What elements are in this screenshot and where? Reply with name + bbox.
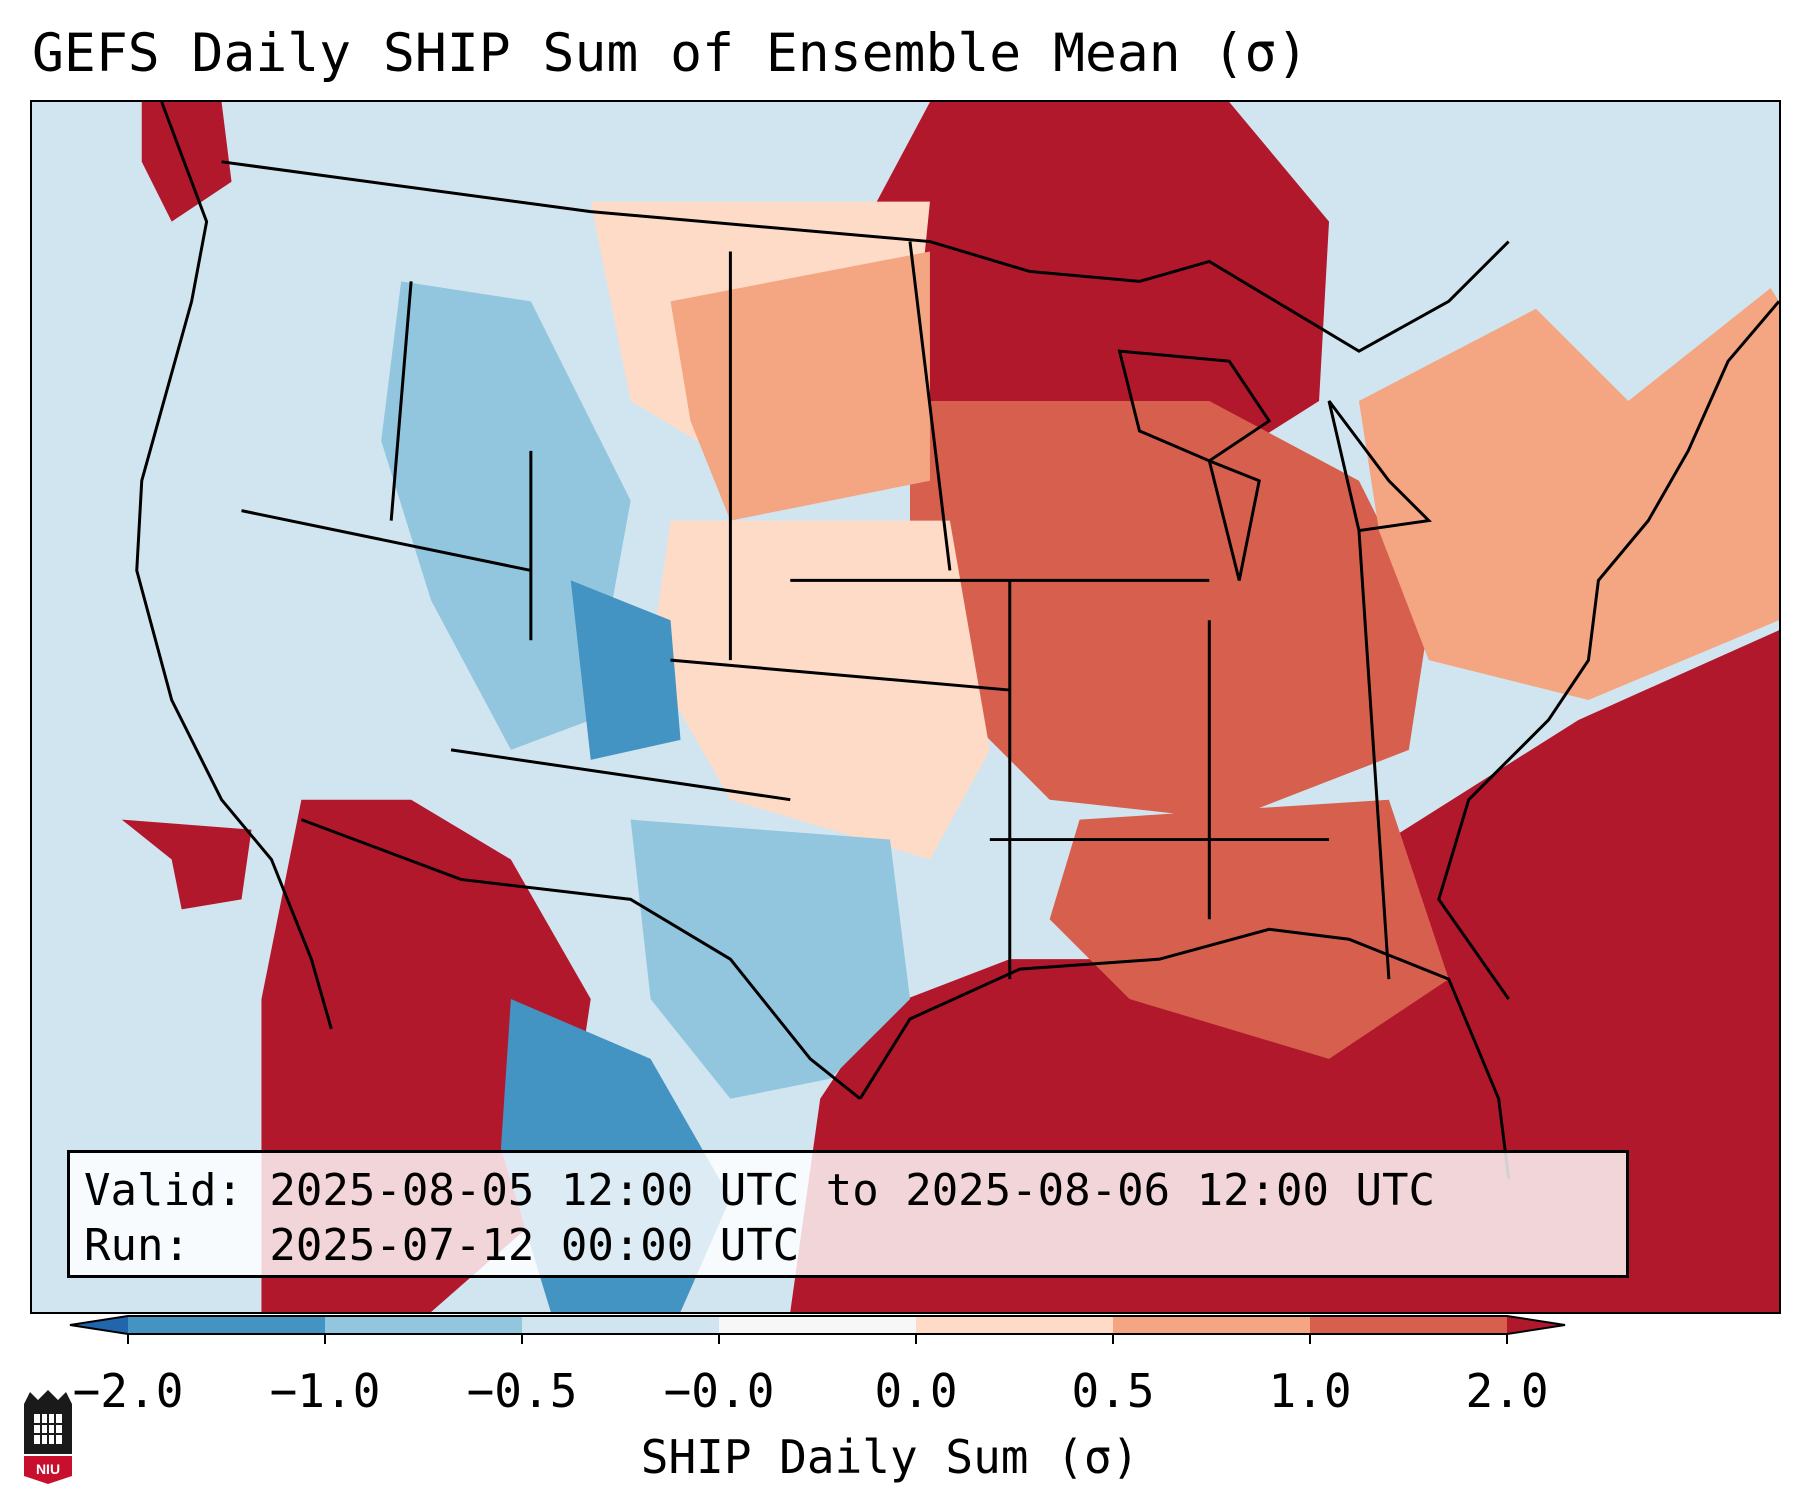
coastline-west	[135, 102, 333, 1030]
great-lakes	[1117, 349, 1432, 581]
colorbar-extend-low	[70, 1316, 128, 1334]
colorbar-segment	[916, 1316, 1114, 1334]
anomaly-south	[1049, 799, 1449, 1059]
valid-time-text: Valid: 2025-08-05 12:00 UTC to 2025-08-0…	[84, 1165, 1436, 1216]
anomaly-montana	[670, 251, 930, 521]
anomaly-colorado	[570, 580, 681, 760]
colorbar-tick-label: 2.0	[1465, 1364, 1549, 1418]
anomaly-pnw-coast	[141, 102, 232, 222]
boundaries	[135, 102, 1779, 1179]
colorbar-segment	[719, 1316, 917, 1334]
colorbar-segment	[325, 1316, 523, 1334]
colorbar-segment	[1113, 1316, 1311, 1334]
colorbar-segment	[1310, 1316, 1508, 1334]
colorbar-label: SHIP Daily Sum (σ)	[640, 1430, 1140, 1484]
ship-map	[32, 102, 1779, 1312]
colorbar-tick-label: −1.0	[269, 1364, 381, 1418]
gulf-coast	[858, 927, 1511, 1179]
colorbar-tick-label: −0.5	[466, 1364, 578, 1418]
colorbar-segment	[522, 1316, 720, 1334]
anomaly-new-england	[1508, 102, 1779, 402]
anomaly-central-plains	[650, 520, 990, 860]
university-tower-icon: NIU	[24, 1390, 72, 1484]
colorbar-tick-label: 0.5	[1071, 1364, 1155, 1418]
run-time-text: Run: 2025-07-12 00:00 UTC	[84, 1220, 800, 1271]
colorbar	[69, 1315, 1566, 1344]
colorbar-tick-label: −2.0	[72, 1364, 184, 1418]
us-mexico-border	[300, 818, 862, 1100]
colorbar-segment	[128, 1316, 326, 1334]
state-lines	[241, 241, 1391, 980]
colorbar-tick-label: −0.0	[663, 1364, 775, 1418]
map-panel	[30, 100, 1781, 1314]
anomaly-midwest	[909, 401, 1429, 820]
anomaly-rockies	[381, 281, 631, 750]
colorbar-extend-high	[1507, 1316, 1565, 1334]
colorbar-tick-label: 0.0	[874, 1364, 958, 1418]
niu-logo: NIU	[20, 1390, 76, 1484]
colorbar-segments	[69, 1315, 1566, 1344]
svg-text:NIU: NIU	[36, 1461, 60, 1477]
map-title: GEFS Daily SHIP Sum of Ensemble Mean (σ)	[32, 23, 1309, 84]
anomaly-texas	[630, 819, 910, 1099]
colorbar-tick-label: 1.0	[1268, 1364, 1352, 1418]
atlantic-coast	[1437, 300, 1779, 1000]
valid-info-box: Valid: 2025-08-05 12:00 UTC to 2025-08-0…	[67, 1150, 1629, 1278]
anomaly-pacific-patch	[121, 819, 252, 910]
us-canada-border	[221, 160, 1510, 353]
